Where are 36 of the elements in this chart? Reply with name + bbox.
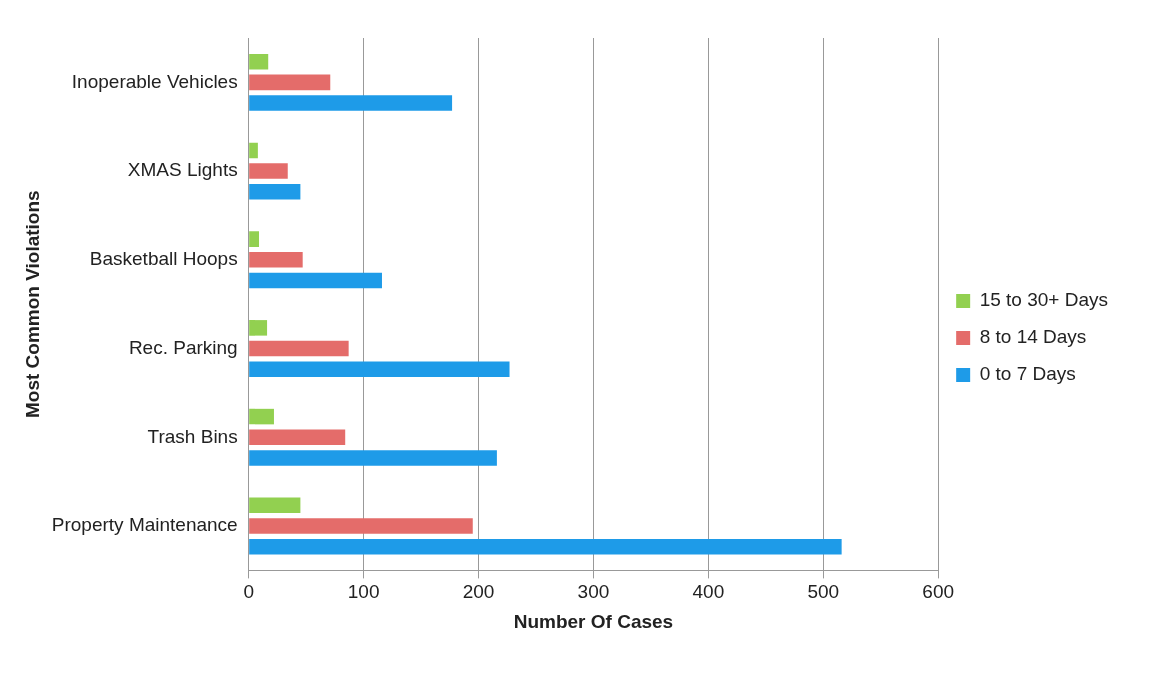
x-tick-label: 400 xyxy=(692,581,725,603)
bar xyxy=(249,95,453,111)
bar xyxy=(249,163,288,179)
x-axis-title: Number Of Cases xyxy=(513,610,674,632)
bar xyxy=(249,518,473,534)
y-tick-label: Trash Bins xyxy=(147,425,238,447)
bar xyxy=(249,272,382,289)
bar xyxy=(249,538,842,555)
x-tick-label: 500 xyxy=(807,581,840,603)
bar xyxy=(249,497,301,514)
bar xyxy=(249,408,274,425)
y-tick-label: Basketball Hoops xyxy=(89,248,238,270)
legend-label: 15 to 30+ Days xyxy=(979,289,1109,311)
bar xyxy=(249,53,269,70)
x-tick-label: 0 xyxy=(243,581,254,603)
bar xyxy=(249,429,346,446)
y-tick-label: Rec. Parking xyxy=(128,336,238,358)
bar xyxy=(249,450,497,466)
legend-label: 8 to 14 Days xyxy=(979,326,1087,348)
bar xyxy=(249,231,260,247)
bar xyxy=(249,361,510,378)
bar xyxy=(249,320,268,336)
x-tick-label: 100 xyxy=(347,581,380,603)
x-tick-label: 200 xyxy=(462,581,495,603)
x-tick-label: 600 xyxy=(922,581,955,603)
legend-label: 0 to 7 Days xyxy=(979,363,1076,385)
y-tick-label: Property Maintenance xyxy=(51,514,238,536)
y-axis-title: Most Common Violations xyxy=(21,190,43,419)
bar xyxy=(249,74,331,91)
bar xyxy=(249,184,301,200)
bar xyxy=(249,252,303,268)
y-tick-label: Inoperable Vehicles xyxy=(71,70,238,92)
x-tick-label: 300 xyxy=(577,581,610,603)
bar xyxy=(249,340,349,357)
y-tick-label: XMAS Lights xyxy=(127,159,238,181)
bar xyxy=(249,142,258,159)
